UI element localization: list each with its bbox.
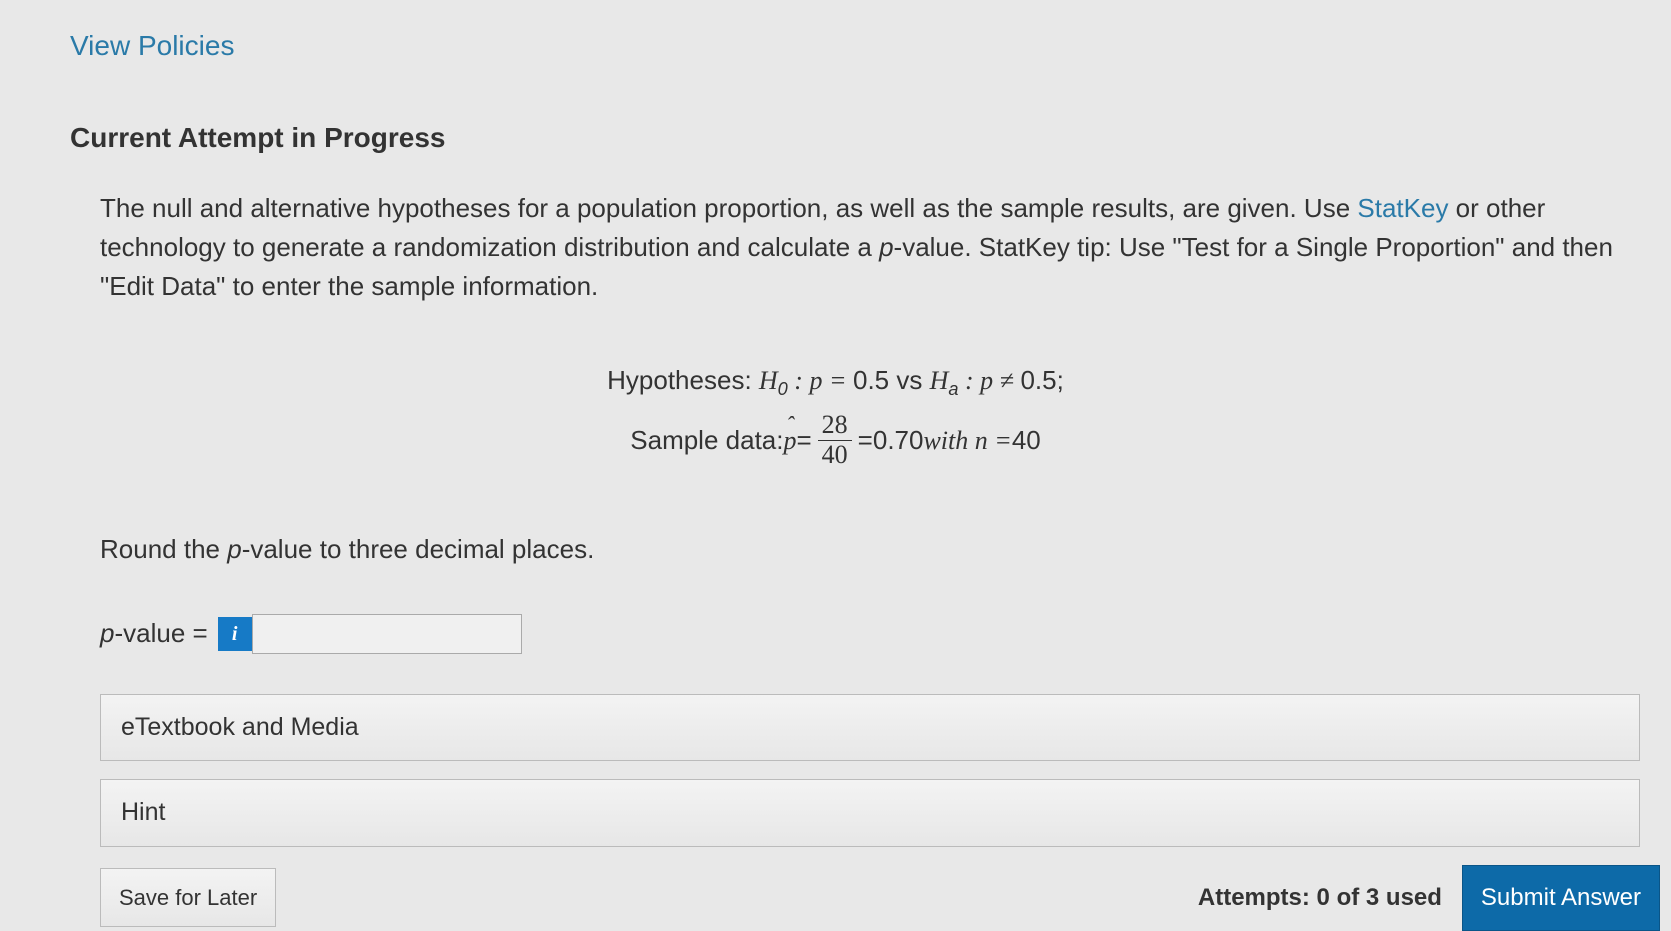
hint-expander[interactable]: Hint — [100, 779, 1640, 847]
p-italic: p — [879, 232, 893, 262]
h0-symbol: H — [759, 366, 778, 395]
fraction: 28 40 — [818, 411, 852, 469]
hypotheses-block: Hypotheses: H0 : p = 0.5 vs Ha : p ≠ 0.5… — [100, 361, 1671, 470]
eq1: = — [796, 421, 811, 460]
ha-symbol: H — [930, 366, 949, 395]
eq2: = — [858, 421, 873, 460]
hyp-label: Hypotheses: — [607, 365, 759, 395]
hypotheses-line1: Hypotheses: H0 : p = 0.5 vs Ha : p ≠ 0.5… — [100, 361, 1571, 403]
attempt-status-heading: Current Attempt in Progress — [70, 122, 1671, 154]
h0-sub: 0 — [778, 379, 788, 399]
sample-label: Sample data: — [630, 421, 783, 460]
answer-row: p-value = i — [100, 614, 1671, 654]
etextbook-expander[interactable]: eTextbook and Media — [100, 694, 1640, 762]
pvalue-input[interactable] — [252, 614, 522, 654]
answer-label-p: p — [100, 618, 114, 648]
frac-denominator: 40 — [818, 441, 852, 470]
semicolon: ; — [1057, 365, 1064, 395]
phat-symbol: p — [783, 421, 796, 460]
answer-label-post: -value = — [114, 618, 207, 648]
ha-sub: a — [948, 379, 958, 399]
round-post: -value to three decimal places. — [242, 534, 595, 564]
footer-row: Save for Later Attempts: 0 of 3 used Sub… — [100, 865, 1660, 931]
submit-answer-button[interactable]: Submit Answer — [1462, 865, 1660, 931]
round-p: p — [227, 534, 241, 564]
save-for-later-button[interactable]: Save for Later — [100, 868, 276, 927]
question-prompt: The null and alternative hypotheses for … — [100, 189, 1671, 306]
info-icon[interactable]: i — [218, 617, 252, 651]
null-value: 0.5 — [853, 365, 889, 395]
rounding-instruction: Round the p-value to three decimal place… — [100, 530, 1671, 569]
attempts-counter: Attempts: 0 of 3 used — [1198, 880, 1442, 916]
answer-label: p-value = — [100, 614, 208, 653]
round-pre: Round the — [100, 534, 227, 564]
statkey-link[interactable]: StatKey — [1357, 193, 1448, 223]
sample-data-line: Sample data: p = 28 40 = 0.70 with n = 4… — [630, 411, 1040, 469]
intro-text-pre: The null and alternative hypotheses for … — [100, 193, 1357, 223]
ha-colon: : p ≠ — [959, 366, 1021, 395]
with-n: with n = — [923, 421, 1011, 460]
h0-colon: : p = — [788, 366, 853, 395]
n-value: 40 — [1012, 421, 1041, 460]
phat-value: 0.70 — [873, 421, 924, 460]
vs-text: vs — [889, 365, 929, 395]
view-policies-link[interactable]: View Policies — [70, 30, 1671, 62]
frac-numerator: 28 — [818, 411, 852, 441]
alt-value: 0.5 — [1020, 365, 1056, 395]
